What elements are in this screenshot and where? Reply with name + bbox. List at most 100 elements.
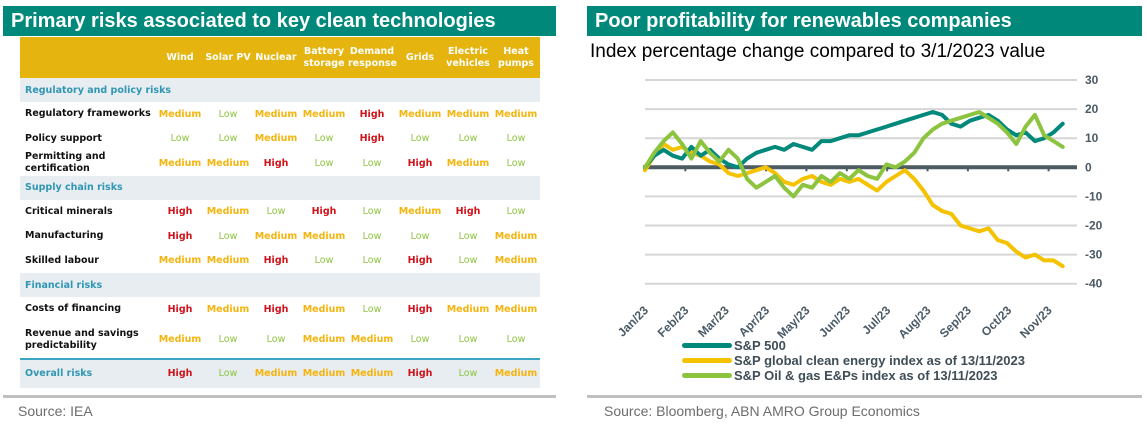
- risk-level-cell: High: [407, 157, 433, 169]
- risk-level-cell: Medium: [254, 368, 298, 379]
- risk-level-cell: Medium: [398, 108, 442, 120]
- x-tick-label: Apr/23: [736, 303, 773, 340]
- risk-level-cell: Low: [410, 133, 430, 145]
- risk-level-cell: Low: [218, 334, 238, 345]
- risk-level-cell: Low: [218, 368, 238, 379]
- legend-label: S&P Oil & gas E&Ps index as of 13/11/202…: [734, 368, 998, 383]
- risk-level-cell: Low: [218, 108, 238, 120]
- legend-item: S&P global clean energy index as of 13/1…: [682, 353, 1025, 368]
- risk-level-cell: High: [263, 157, 289, 169]
- risk-level-cell: Low: [458, 255, 478, 267]
- risk-level-cell: Low: [362, 230, 382, 242]
- y-tick-label: 10: [1085, 131, 1099, 145]
- y-tick-label: 30: [1085, 73, 1099, 87]
- risk-level-cell: Medium: [494, 230, 538, 242]
- section-header: Financial risks: [20, 273, 540, 297]
- left-source: Source: IEA: [18, 403, 93, 419]
- right-divider: [587, 395, 1142, 398]
- table-row: Regulatory frameworks Medium Low Medium Medi…: [20, 102, 540, 127]
- series-line-clean-energy: [643, 142, 1065, 269]
- risk-level-cell: Medium: [446, 157, 490, 169]
- risk-level-cell: Low: [266, 206, 286, 218]
- risk-level-cell: Medium: [446, 303, 490, 315]
- legend-swatch-sp500: [682, 343, 732, 348]
- table-header: Wind Solar PV Nuclear Battery storage De…: [20, 37, 540, 78]
- risk-level-cell: Medium: [446, 108, 490, 120]
- risk-table: Wind Solar PV Nuclear Battery storage De…: [20, 37, 540, 388]
- table-row: Permitting and certification Medium Medium…: [20, 151, 540, 176]
- risk-level-cell: Low: [506, 133, 526, 145]
- table-row: Critical minerals High Medium Low High Low Med…: [20, 200, 540, 225]
- chart-panel-title: Poor profitability for renewables compan…: [587, 6, 1142, 36]
- table-row: Skilled labour Medium Medium High Low Low High…: [20, 249, 540, 274]
- risk-level-cell: High: [263, 303, 289, 315]
- right-source: Source: Bloomberg, ABN AMRO Group Econom…: [604, 403, 920, 419]
- section-header: Regulatory and policy risks: [20, 78, 540, 102]
- row-label: Permitting and certification: [25, 151, 106, 175]
- risk-level-cell: Low: [458, 133, 478, 145]
- risk-level-cell: Medium: [494, 368, 538, 379]
- table-row: Policy support Low Low Medium Low High Low Low L…: [20, 127, 540, 152]
- risk-level-cell: High: [311, 206, 337, 218]
- chart-subtitle: Index percentage change compared to 3/1/…: [590, 41, 1046, 62]
- risk-level-cell: Low: [506, 206, 526, 218]
- legend-swatch-oil-gas: [682, 373, 732, 378]
- risk-level-cell: Low: [362, 303, 382, 315]
- risk-level-cell: Low: [314, 255, 334, 267]
- x-tick-label: Jun/23: [816, 303, 853, 340]
- risk-level-cell: Medium: [302, 334, 346, 345]
- risk-level-cell: High: [263, 255, 289, 267]
- x-tick-label: Mar/23: [695, 303, 732, 340]
- risk-level-cell: Medium: [302, 368, 346, 379]
- risk-level-cell: Low: [506, 334, 526, 345]
- x-tick-label: Jul/23: [859, 303, 893, 337]
- risk-level-cell: Medium: [206, 255, 250, 267]
- risk-level-cell: Low: [266, 334, 286, 345]
- risk-level-cell: Medium: [494, 255, 538, 267]
- row-label: Policy support: [25, 132, 102, 144]
- risk-level-cell: Medium: [350, 334, 394, 345]
- row-label: Costs of financing: [25, 303, 122, 315]
- risk-level-cell: High: [167, 303, 193, 315]
- legend-label: S&P global clean energy index as of 13/1…: [734, 353, 1025, 368]
- y-tick-label: -20: [1085, 219, 1103, 233]
- column-header: Solar PV: [205, 51, 251, 63]
- column-header: Nuclear: [255, 51, 297, 63]
- risk-level-cell: Low: [362, 157, 382, 169]
- left-divider: [3, 395, 556, 398]
- risk-level-cell: Medium: [254, 108, 298, 120]
- column-header: Wind: [166, 51, 194, 63]
- risk-level-cell: High: [359, 108, 385, 120]
- row-label: Skilled labour: [25, 254, 99, 266]
- line-chart: 30 20 10 0 -10 -20 -30 -40 Jan/23 Feb/23 Mar/23 Apr…: [615, 73, 1103, 340]
- risk-level-cell: Medium: [254, 230, 298, 242]
- table-row: Manufacturing High Low Medium Medium Low Low Lo…: [20, 224, 540, 249]
- table-row: Costs of financing High Medium High Medium Lo…: [20, 297, 540, 322]
- column-header: Battery storage: [303, 45, 345, 69]
- risk-level-cell: Medium: [302, 303, 346, 315]
- column-header: Electric vehicles: [446, 45, 490, 69]
- y-tick-label: -10: [1085, 189, 1103, 203]
- y-tick-label: 0: [1085, 160, 1092, 174]
- risk-level-cell: High: [167, 206, 193, 218]
- y-tick-label: -30: [1085, 248, 1103, 262]
- series-line-sp500: [643, 110, 1065, 170]
- risk-level-cell: High: [407, 255, 433, 267]
- risk-level-cell: Low: [218, 230, 238, 242]
- risk-level-cell: High: [455, 206, 481, 218]
- table-body: Regulatory and policy risks Regulatory fr…: [20, 78, 540, 388]
- risk-level-cell: Low: [458, 368, 478, 379]
- risk-level-cell: Medium: [494, 303, 538, 315]
- legend-swatch-clean-energy: [682, 358, 732, 363]
- chart-legend: S&P 500 S&P global clean energy index as…: [682, 338, 1025, 383]
- risk-level-cell: Low: [506, 157, 526, 169]
- risk-level-cell: Medium: [158, 255, 202, 267]
- risk-level-cell: Medium: [158, 334, 202, 345]
- x-tick-label: May/23: [774, 303, 812, 340]
- risk-level-cell: Low: [362, 255, 382, 267]
- x-tick-label: Sep/23: [937, 303, 974, 340]
- x-tick-label: Nov/23: [1017, 303, 1055, 340]
- risk-level-cell: Low: [362, 206, 382, 218]
- risk-level-cell: High: [167, 368, 193, 379]
- x-tick-label: Feb/23: [655, 303, 692, 340]
